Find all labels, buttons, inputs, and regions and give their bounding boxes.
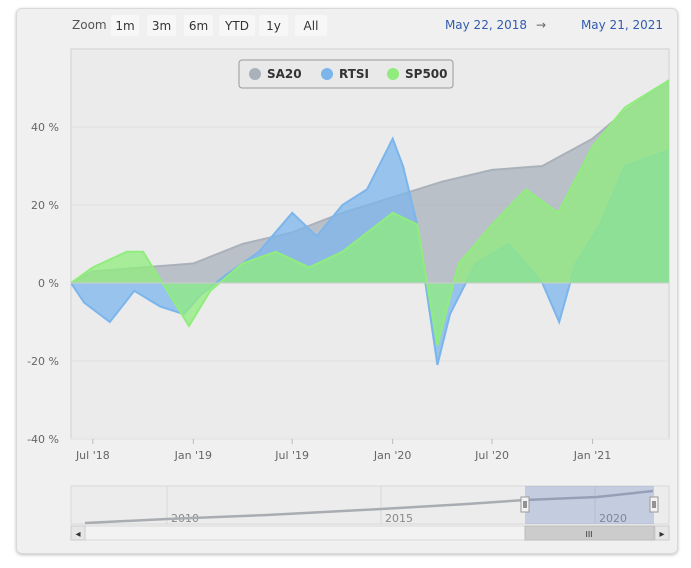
x-tick-label: Jan '21: [573, 449, 611, 462]
y-tick-label: 40 %: [31, 121, 59, 134]
range-button-1m[interactable]: 1m: [111, 15, 139, 36]
navigator-label: 2020: [599, 512, 627, 525]
x-tick-label: Jul '20: [474, 449, 509, 462]
range-button-3m[interactable]: 3m: [147, 15, 176, 36]
range-button-6m[interactable]: 6m: [184, 15, 213, 36]
legend-item-sa20[interactable]: SA20: [249, 67, 302, 81]
range-arrow: →: [536, 18, 546, 32]
navigator-label: 2015: [385, 512, 413, 525]
x-tick-label: Jan '19: [174, 449, 212, 462]
scrollbar: III ◂ ▸: [70, 525, 670, 541]
chart-container: Zoom 1m 3m 6m YTD 1y All May 22, 2018 → …: [16, 8, 678, 554]
navigator-handle-left[interactable]: [520, 496, 530, 513]
scroll-right-icon: ▸: [659, 529, 664, 540]
legend: SA20 RTSI SP500: [238, 59, 454, 89]
legend-label: SA20: [267, 67, 302, 81]
zoom-label: Zoom: [72, 18, 107, 32]
scrollbar-thumb[interactable]: [524, 525, 655, 541]
legend-symbol: [249, 68, 261, 80]
range-button-label: All: [304, 19, 319, 33]
x-tick-label: Jul '18: [75, 449, 110, 462]
navigator-selection[interactable]: [525, 486, 654, 524]
stock-chart: Zoom 1m 3m 6m YTD 1y All May 22, 2018 → …: [27, 15, 670, 541]
navigator-handle-right[interactable]: [649, 496, 659, 513]
range-button-label: 1y: [266, 19, 281, 33]
series-line-sp500[interactable]: [71, 79, 669, 346]
scrollbar-left-button[interactable]: ◂: [70, 525, 86, 541]
range-button-label: 6m: [189, 19, 208, 33]
series-area-sp500: [71, 80, 669, 346]
scrollbar-grip: III: [585, 530, 592, 539]
range-from-date[interactable]: May 22, 2018: [445, 18, 527, 32]
navigator-series: [84, 489, 654, 525]
legend-symbol: [321, 68, 333, 80]
series-line-rtsi[interactable]: [71, 136, 669, 366]
navigator-background: [70, 485, 670, 525]
range-button-1y[interactable]: 1y: [259, 15, 288, 36]
range-selector: Zoom 1m 3m 6m YTD 1y All May 22, 2018 → …: [72, 15, 663, 36]
y-axis: 40 % 20 % 0 % -20 % -40 %: [27, 121, 59, 446]
scroll-left-icon: ◂: [75, 529, 80, 540]
navigator: 2010 2015 2020: [70, 485, 670, 525]
y-tick-label: 20 %: [31, 199, 59, 212]
range-to-date[interactable]: May 21, 2021: [581, 18, 663, 32]
x-tick-label: Jul '19: [274, 449, 309, 462]
legend-label: SP500: [405, 67, 448, 81]
range-button-label: 3m: [152, 19, 171, 33]
scrollbar-right-button[interactable]: ▸: [654, 525, 670, 541]
range-button-all[interactable]: All: [295, 15, 327, 36]
legend-item-sp500[interactable]: SP500: [387, 67, 448, 81]
legend-symbol: [387, 68, 399, 80]
y-tick-label: -20 %: [27, 355, 59, 368]
range-button-label: 1m: [115, 19, 134, 33]
series-layer: [71, 79, 669, 366]
legend-label: RTSI: [339, 67, 369, 81]
legend-item-rtsi[interactable]: RTSI: [321, 67, 369, 81]
range-button-label: YTD: [224, 19, 249, 33]
x-tick-label: Jan '20: [373, 449, 411, 462]
x-axis: Jul '18 Jan '19 Jul '19 Jan '20 Jul '20 Jan '…: [75, 439, 611, 462]
range-button-ytd[interactable]: YTD: [219, 15, 255, 36]
y-tick-label: 0 %: [38, 277, 59, 290]
legend-box: [238, 59, 454, 89]
y-tick-label: -40 %: [27, 433, 59, 446]
